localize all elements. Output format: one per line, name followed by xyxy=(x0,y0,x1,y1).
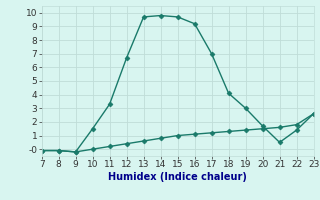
X-axis label: Humidex (Indice chaleur): Humidex (Indice chaleur) xyxy=(108,172,247,182)
